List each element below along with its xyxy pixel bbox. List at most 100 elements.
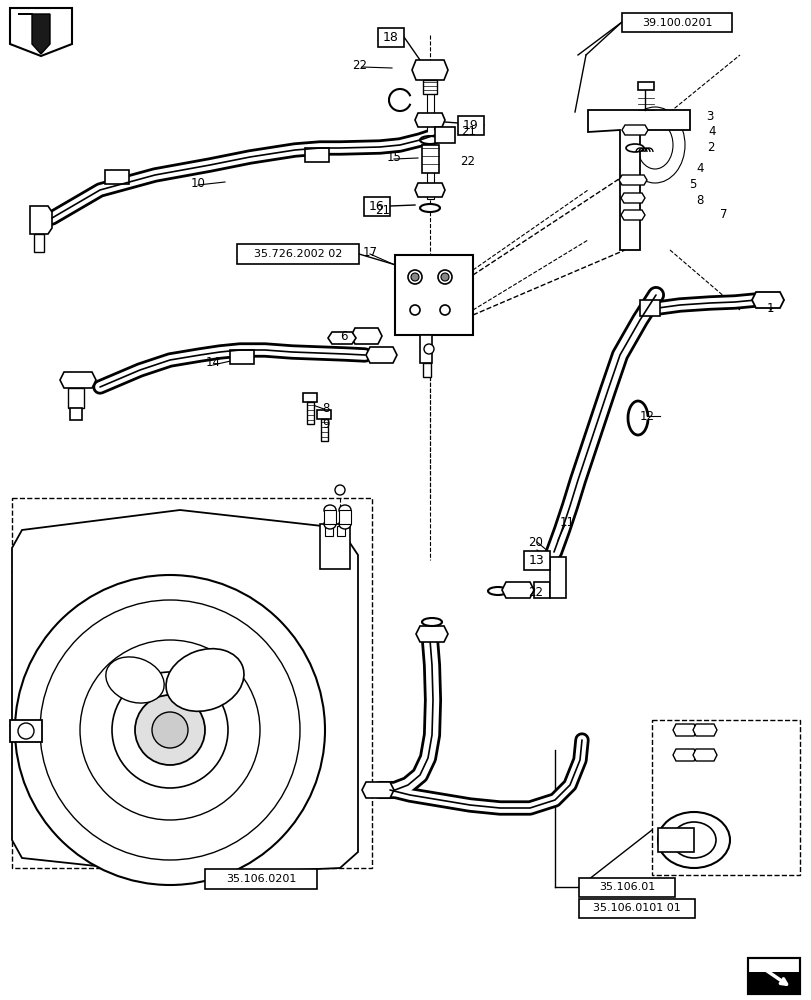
Text: 3: 3: [706, 110, 713, 123]
Text: 39.100.0201: 39.100.0201: [641, 18, 711, 28]
Ellipse shape: [324, 519, 336, 529]
Bar: [422, 145, 439, 173]
Bar: [747, 958, 799, 994]
Circle shape: [135, 695, 204, 765]
Polygon shape: [18, 14, 50, 54]
Bar: [307, 402, 314, 424]
Bar: [657, 828, 693, 852]
Polygon shape: [350, 328, 381, 344]
Circle shape: [40, 600, 299, 860]
Circle shape: [18, 723, 34, 739]
Ellipse shape: [419, 204, 440, 212]
Bar: [10, 720, 42, 742]
Circle shape: [407, 270, 422, 284]
Bar: [230, 350, 254, 364]
Ellipse shape: [338, 519, 350, 529]
Bar: [12, 498, 371, 868]
Text: 15: 15: [386, 151, 401, 164]
Ellipse shape: [419, 136, 440, 144]
Circle shape: [80, 640, 260, 820]
Text: 7: 7: [719, 209, 727, 222]
Polygon shape: [328, 332, 355, 344]
Text: 20: 20: [528, 536, 543, 548]
Text: 18: 18: [383, 31, 398, 44]
Text: 17: 17: [362, 245, 377, 258]
Bar: [338, 510, 350, 524]
Polygon shape: [12, 510, 358, 875]
Polygon shape: [692, 749, 716, 761]
Circle shape: [440, 273, 448, 281]
Polygon shape: [620, 193, 644, 203]
Bar: [394, 255, 473, 335]
Bar: [423, 80, 436, 94]
Bar: [639, 300, 659, 316]
Text: 9: 9: [322, 418, 329, 432]
Bar: [621, 13, 731, 32]
Bar: [303, 393, 316, 402]
Text: 22: 22: [352, 59, 367, 72]
Bar: [337, 526, 345, 536]
Text: 22: 22: [460, 155, 475, 168]
Polygon shape: [60, 372, 96, 388]
Text: 35.106.01: 35.106.01: [599, 882, 654, 892]
Bar: [419, 335, 431, 363]
Polygon shape: [751, 292, 783, 308]
Bar: [70, 408, 82, 420]
Bar: [34, 234, 44, 252]
Bar: [457, 116, 483, 135]
Bar: [324, 526, 333, 536]
Polygon shape: [692, 724, 716, 736]
Bar: [305, 148, 328, 162]
Circle shape: [410, 305, 419, 315]
Ellipse shape: [624, 107, 684, 183]
Polygon shape: [672, 749, 696, 761]
Circle shape: [410, 273, 418, 281]
Text: 13: 13: [529, 554, 544, 567]
Polygon shape: [30, 206, 52, 234]
Text: 1: 1: [766, 302, 773, 314]
Bar: [324, 510, 336, 524]
Ellipse shape: [657, 812, 729, 868]
Text: 11: 11: [559, 516, 574, 528]
Ellipse shape: [338, 505, 350, 515]
Bar: [378, 28, 404, 47]
Polygon shape: [621, 125, 647, 135]
Polygon shape: [501, 582, 534, 598]
Bar: [549, 557, 565, 598]
Circle shape: [15, 575, 324, 885]
Polygon shape: [411, 60, 448, 80]
Ellipse shape: [636, 121, 672, 169]
Bar: [68, 388, 84, 408]
Ellipse shape: [105, 657, 164, 703]
Polygon shape: [362, 782, 393, 798]
Bar: [747, 958, 799, 994]
Bar: [204, 869, 316, 889]
Bar: [316, 410, 331, 419]
Bar: [523, 551, 549, 570]
Circle shape: [440, 305, 449, 315]
Circle shape: [152, 712, 188, 748]
Bar: [105, 170, 129, 184]
Circle shape: [112, 672, 228, 788]
Text: 22: 22: [528, 586, 543, 599]
Text: 10: 10: [191, 177, 205, 190]
Polygon shape: [415, 626, 448, 642]
Ellipse shape: [672, 822, 715, 858]
Ellipse shape: [487, 587, 508, 595]
Polygon shape: [587, 110, 689, 250]
Bar: [637, 82, 653, 90]
Bar: [578, 899, 694, 918]
Bar: [747, 972, 799, 994]
Text: 14: 14: [205, 357, 221, 369]
Ellipse shape: [165, 649, 243, 711]
Bar: [320, 419, 328, 441]
Polygon shape: [414, 113, 444, 127]
Bar: [651, 720, 799, 875]
Bar: [320, 524, 350, 569]
Text: 5: 5: [689, 178, 696, 191]
Bar: [237, 244, 358, 264]
Text: 12: 12: [639, 410, 654, 422]
Text: 8: 8: [696, 194, 703, 207]
Text: 6: 6: [340, 330, 347, 344]
Text: 4: 4: [695, 162, 703, 175]
